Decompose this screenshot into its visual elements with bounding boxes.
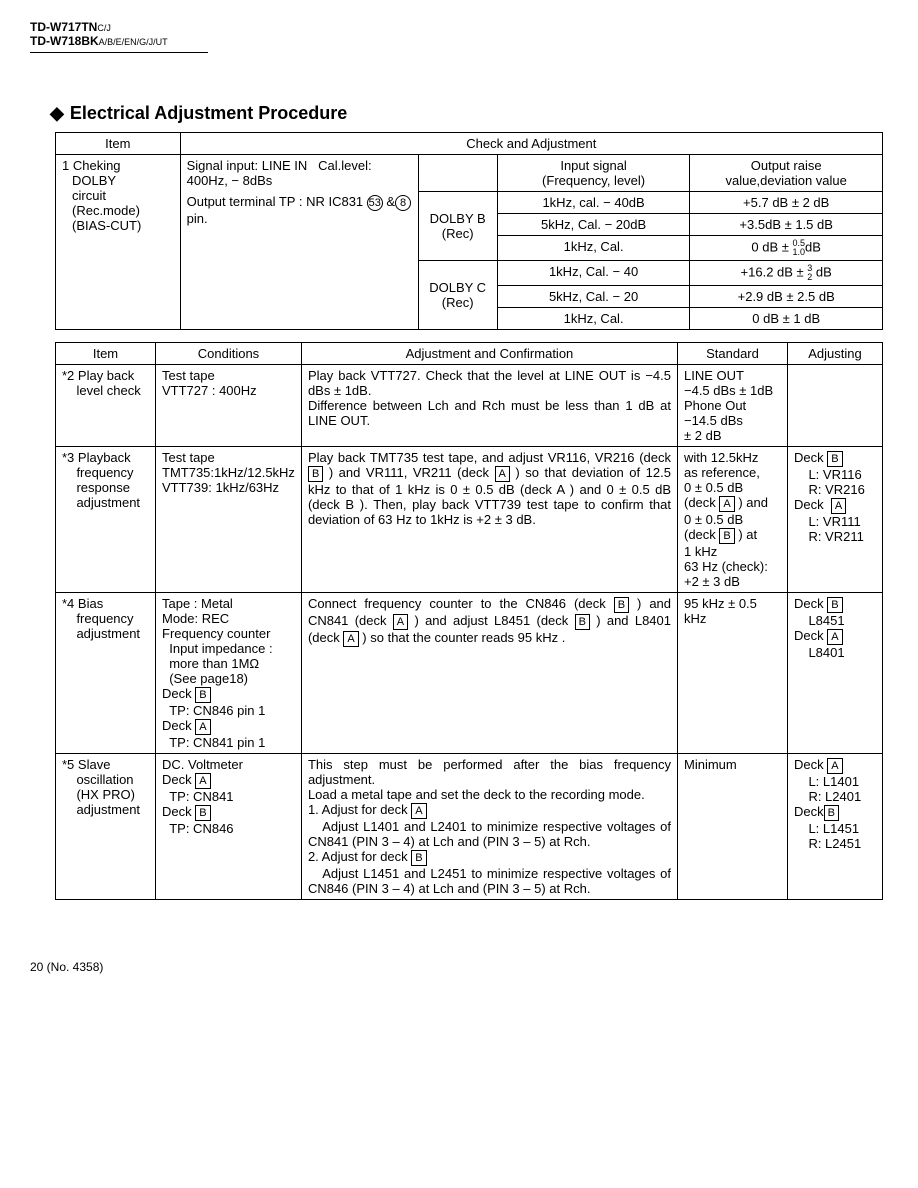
freq: 1kHz, Cal. [497, 308, 690, 330]
adjusting-cell: Deck B L8451Deck A L8401 [788, 593, 883, 754]
adj-cell: Connect frequency counter to the CN846 (… [301, 593, 677, 754]
model-1: TD-W717TNC/J [30, 20, 168, 34]
out: 0 dB ± 1 dB [690, 308, 883, 330]
cond-cell: Tape : MetalMode: RECFrequency counter I… [156, 593, 302, 754]
cond-cell: DC. VoltmeterDeck A TP: CN841Deck B TP: … [156, 754, 302, 900]
dolby-c: DOLBY C (Rec) [418, 261, 497, 330]
th-item: Item [56, 343, 156, 365]
th-adj: Adjustment and Confirmation [301, 343, 677, 365]
table-adjustments: Item Conditions Adjustment and Confirmat… [55, 342, 883, 900]
th-output: Output raise value,deviation value [690, 155, 883, 192]
cond-cell: Test tape TMT735:1kHz/12.5kHz VTT739: 1k… [156, 447, 302, 593]
freq: 1kHz, cal. − 40dB [497, 192, 690, 214]
out: +3.5dB ± 1.5 dB [690, 214, 883, 236]
item-cell: *2 Play back level check [56, 365, 156, 447]
th-adjusting: Adjusting [788, 343, 883, 365]
adjusting-cell: Deck B L: VR116 R: VR216Deck A L: VR111 … [788, 447, 883, 593]
blank [418, 155, 497, 192]
th-check: Check and Adjustment [180, 133, 882, 155]
out: 0 dB ± 0.51.0dB [690, 236, 883, 261]
std-cell: LINE OUT −4.5 dBs ± 1dB Phone Out −14.5 … [678, 365, 788, 447]
item-cell: 1 Cheking DOLBY circuit (Rec.mode) (BIAS… [56, 155, 181, 330]
std-cell: with 12.5kHzas reference,0 ± 0.5 dB(deck… [678, 447, 788, 593]
out: +5.7 dB ± 2 dB [690, 192, 883, 214]
th-input: Input signal (Frequency, level) [497, 155, 690, 192]
item-cell: *5 Slave oscillation (HX PRO) adjustment [56, 754, 156, 900]
adj-cell: Play back TMT735 test tape, and adjust V… [301, 447, 677, 593]
page-number: 20 (No. 4358) [30, 960, 888, 974]
out: +2.9 dB ± 2.5 dB [690, 286, 883, 308]
adjusting-cell [788, 365, 883, 447]
section-title: Electrical Adjustment Procedure [50, 103, 888, 124]
out: +16.2 dB ± 32 dB [690, 261, 883, 286]
freq: 5kHz, Cal. − 20 [497, 286, 690, 308]
std-cell: Minimum [678, 754, 788, 900]
freq: 1kHz, Cal. [497, 236, 690, 261]
item-cell: *3 Playback frequency response adjustmen… [56, 447, 156, 593]
th-item: Item [56, 133, 181, 155]
table-dolby: Item Check and Adjustment 1 Cheking DOLB… [55, 132, 883, 330]
std-cell: 95 kHz ± 0.5 kHz [678, 593, 788, 754]
adj-cell: This step must be performed after the bi… [301, 754, 677, 900]
dolby-b: DOLBY B (Rec) [418, 192, 497, 261]
freq: 1kHz, Cal. − 40 [497, 261, 690, 286]
item-cell: *4 Bias frequency adjustment [56, 593, 156, 754]
model-header: TD-W717TNC/J TD-W718BKA/B/E/EN/G/J/UT [30, 20, 208, 53]
th-std: Standard [678, 343, 788, 365]
model-2: TD-W718BKA/B/E/EN/G/J/UT [30, 34, 168, 48]
th-cond: Conditions [156, 343, 302, 365]
signal-cell: Signal input: LINE IN Cal.level: 400Hz, … [180, 155, 418, 330]
freq: 5kHz, Cal. − 20dB [497, 214, 690, 236]
cond-cell: Test tape VTT727 : 400Hz [156, 365, 302, 447]
adj-cell: Play back VTT727. Check that the level a… [301, 365, 677, 447]
adjusting-cell: Deck A L: L1401 R: L2401DeckB L: L1451 R… [788, 754, 883, 900]
